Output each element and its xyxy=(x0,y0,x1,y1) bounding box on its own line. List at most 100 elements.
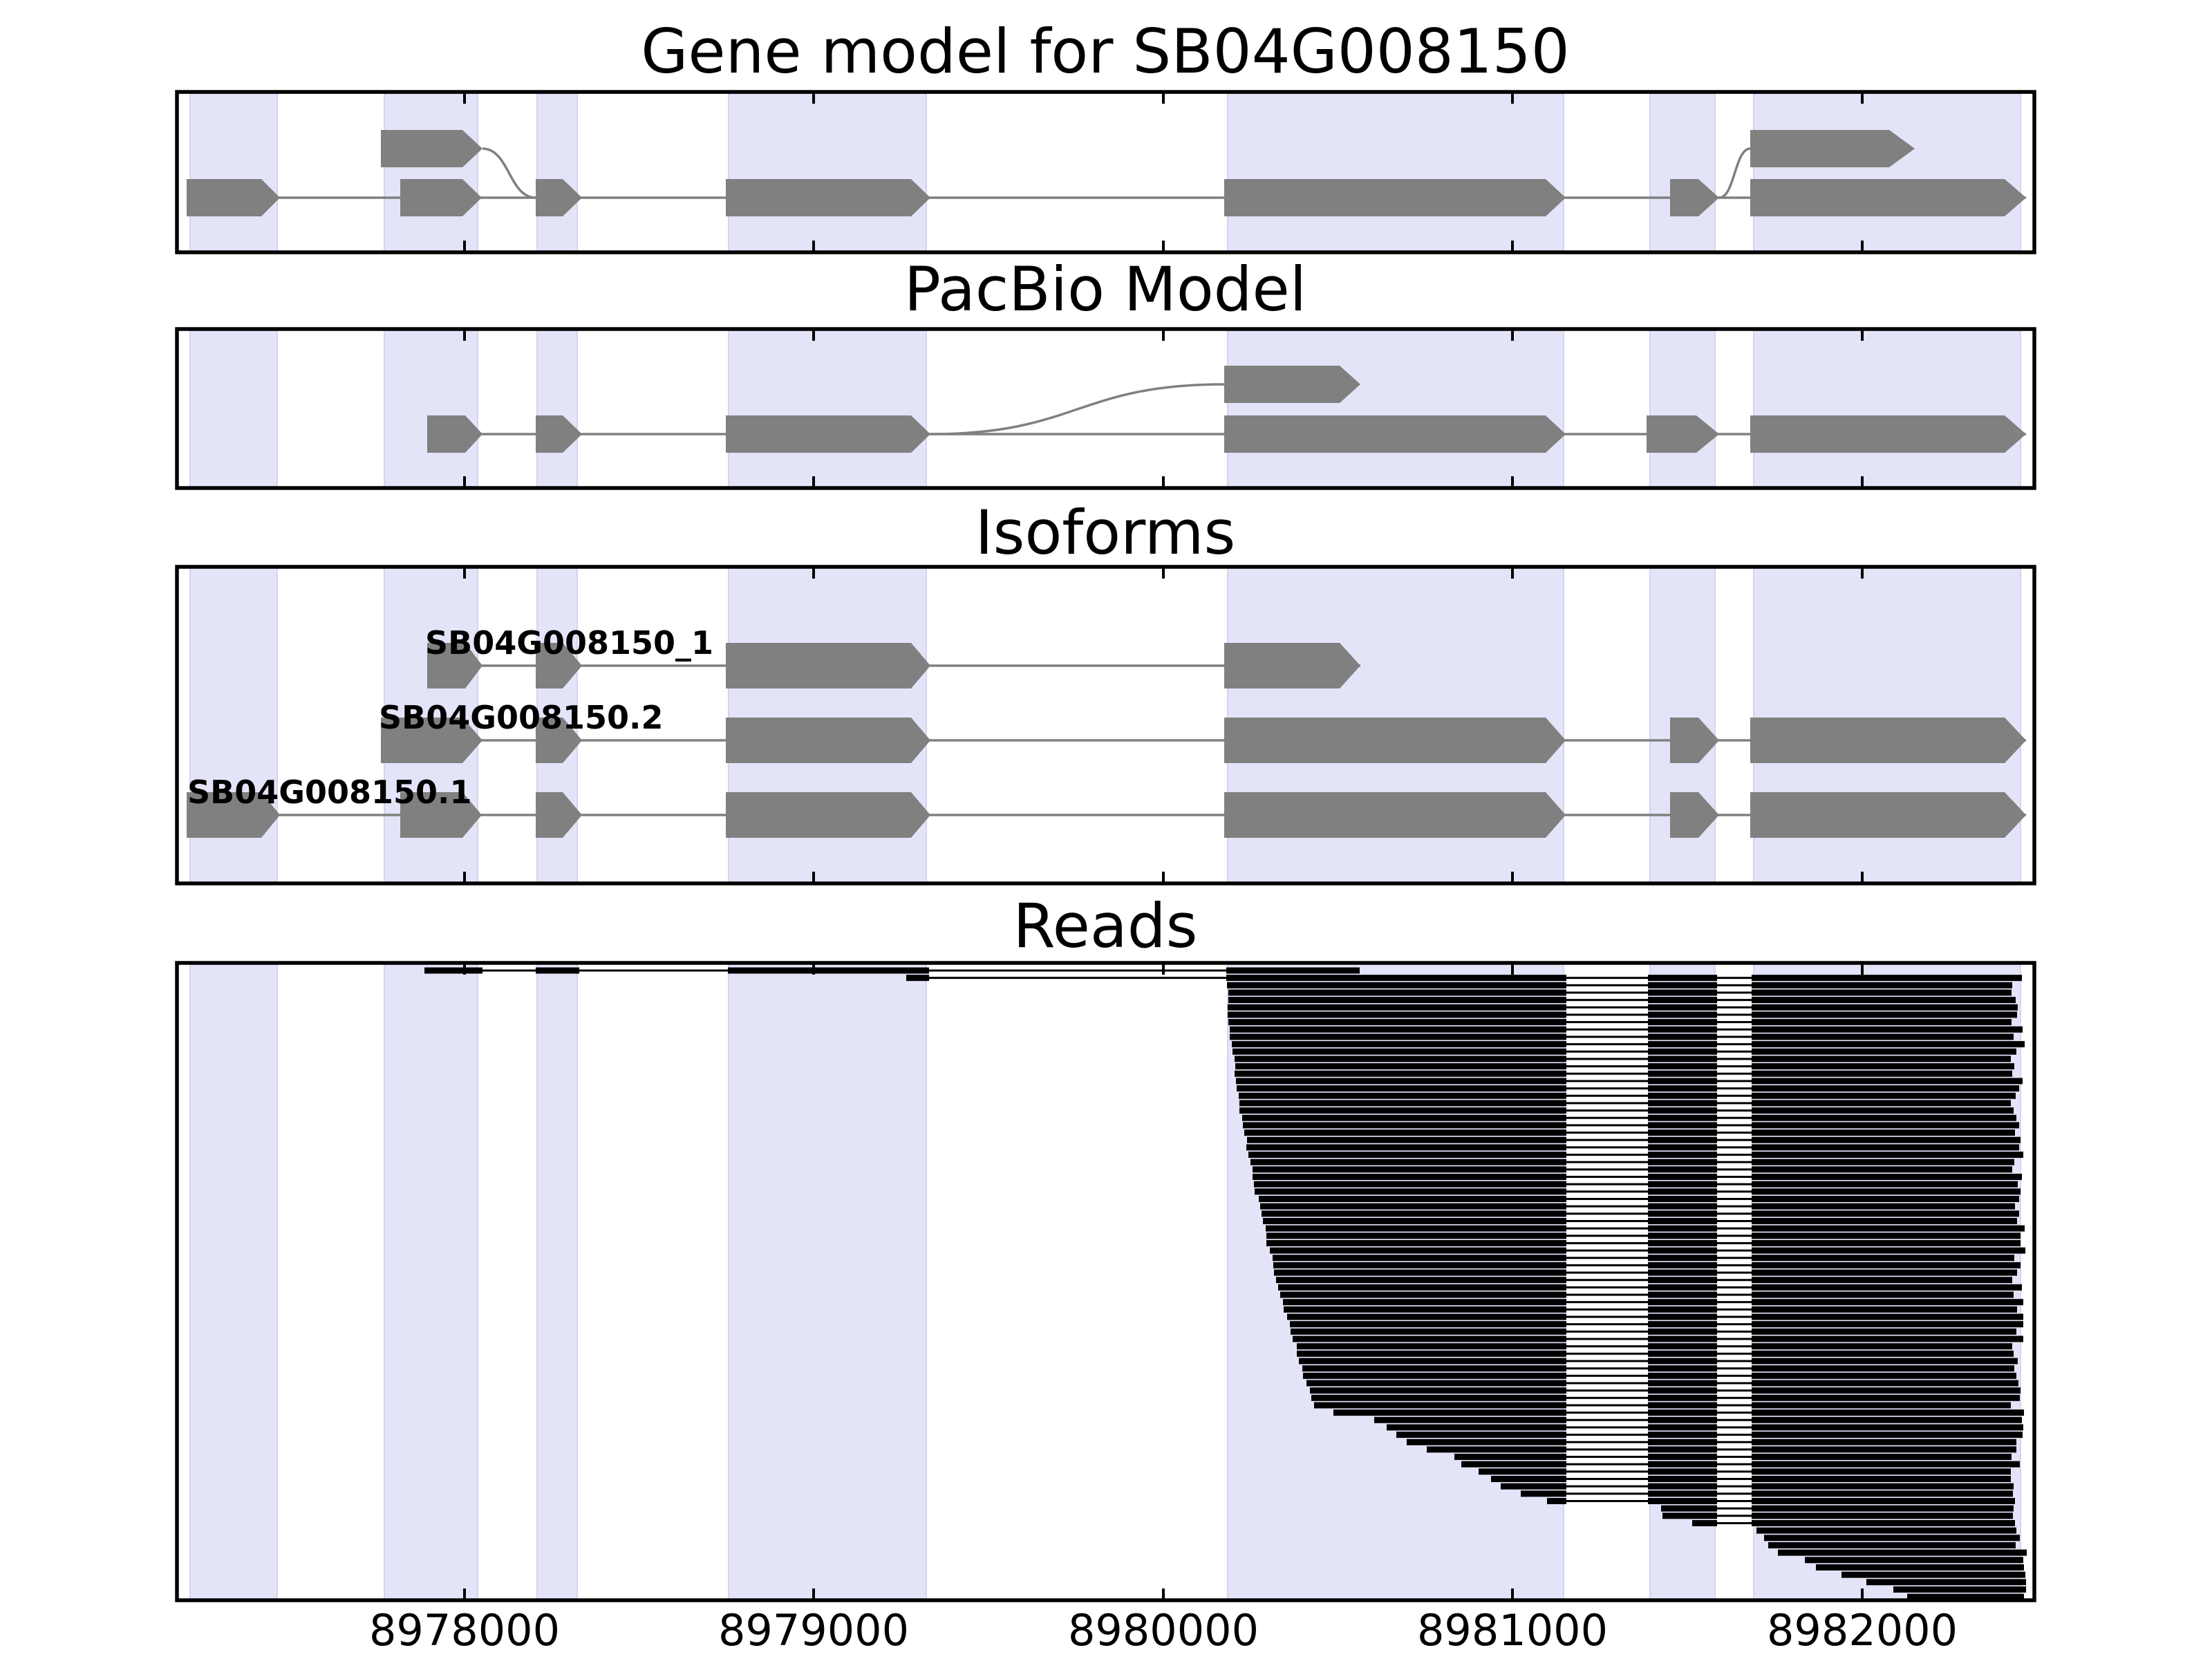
read-39-intron-0 xyxy=(1566,1257,1648,1259)
read-73-segment-1 xyxy=(1752,1505,2014,1512)
read-row-28 xyxy=(1253,1173,2022,1180)
read-43-segment-2 xyxy=(1752,1284,2022,1291)
read-66-intron-1 xyxy=(1717,1456,1752,1459)
read-33-intron-0 xyxy=(1566,1212,1648,1215)
read-67-intron-0 xyxy=(1566,1463,1648,1465)
read-62-segment-0 xyxy=(1387,1424,1566,1431)
read-35-segment-0 xyxy=(1266,1225,1566,1232)
gene-model-track-exon-0 xyxy=(187,179,280,216)
read-13-intron-1 xyxy=(1717,1065,1752,1068)
read-row-1 xyxy=(906,975,2022,982)
xtick-label-3: 8981000 xyxy=(1417,1605,1608,1656)
read-71-intron-0 xyxy=(1566,1492,1648,1495)
isoform-label-3: SB04G008150.1 xyxy=(187,774,471,811)
read-0-segment-3 xyxy=(1226,967,1360,974)
title-pacbio: PacBio Model xyxy=(904,254,1306,325)
read-8-segment-2 xyxy=(1752,1026,2023,1033)
read-14-intron-1 xyxy=(1717,1072,1752,1075)
read-66-segment-0 xyxy=(1454,1454,1566,1461)
read-43-segment-1 xyxy=(1648,1284,1717,1291)
read-61-segment-0 xyxy=(1374,1416,1566,1423)
read-row-7 xyxy=(1228,1019,2012,1026)
highlight-band-4 xyxy=(1227,91,1564,253)
read-48-segment-2 xyxy=(1752,1321,2023,1328)
read-row-2 xyxy=(1227,982,2012,988)
isoform-1-exon-2 xyxy=(726,718,930,763)
read-34-segment-0 xyxy=(1263,1217,1566,1224)
read-60-intron-0 xyxy=(1566,1412,1648,1414)
read-59-intron-0 xyxy=(1566,1404,1648,1407)
read-63-intron-1 xyxy=(1717,1434,1752,1436)
read-6-segment-2 xyxy=(1752,1011,2017,1018)
read-row-14 xyxy=(1235,1070,2012,1077)
xtick-label-1: 8979000 xyxy=(718,1605,909,1656)
read-72-segment-2 xyxy=(1752,1498,2015,1505)
read-row-71 xyxy=(1521,1490,2013,1497)
read-58-segment-2 xyxy=(1752,1394,2020,1401)
read-row-60 xyxy=(1333,1409,2024,1416)
read-16-segment-2 xyxy=(1752,1085,2019,1092)
read-30-segment-0 xyxy=(1255,1188,1566,1195)
read-17-segment-0 xyxy=(1239,1092,1566,1099)
read-69-segment-2 xyxy=(1752,1476,2011,1483)
read-14-segment-2 xyxy=(1752,1070,2012,1077)
read-row-74 xyxy=(1662,1512,2013,1519)
read-5-segment-0 xyxy=(1228,1004,1566,1011)
read-58-segment-1 xyxy=(1648,1394,1717,1401)
read-52-segment-1 xyxy=(1648,1350,1717,1357)
pacbio-track-exon-5 xyxy=(1750,415,2026,453)
read-73-segment-0 xyxy=(1661,1505,1717,1512)
read-7-segment-1 xyxy=(1648,1019,1717,1026)
read-row-40 xyxy=(1273,1262,2021,1268)
read-85-segment-0 xyxy=(1907,1593,2024,1600)
read-row-9 xyxy=(1230,1033,2014,1040)
read-row-52 xyxy=(1297,1350,2014,1357)
read-26-segment-2 xyxy=(1752,1159,2014,1165)
read-57-intron-0 xyxy=(1566,1389,1648,1392)
gene-model-track-alt-exon-0 xyxy=(381,130,482,167)
read-63-segment-0 xyxy=(1396,1432,1566,1438)
pacbio-track-exon-0 xyxy=(427,415,482,453)
read-row-27 xyxy=(1253,1166,2012,1173)
read-row-4 xyxy=(1228,997,2016,1004)
highlight-band-3 xyxy=(728,91,927,253)
read-24-intron-1 xyxy=(1717,1146,1752,1149)
read-38-segment-1 xyxy=(1648,1247,1717,1254)
read-69-segment-1 xyxy=(1648,1476,1717,1483)
gene-model-track-exon-1 xyxy=(400,179,482,216)
highlight-band-5 xyxy=(1649,91,1716,253)
read-47-segment-2 xyxy=(1752,1313,2023,1320)
read-row-23 xyxy=(1247,1136,2021,1143)
read-12-segment-1 xyxy=(1648,1056,1717,1062)
read-30-segment-1 xyxy=(1648,1188,1717,1195)
isoform-1-exon-0 xyxy=(381,718,482,763)
isoform-2-exon-6 xyxy=(1750,792,2026,838)
read-27-segment-1 xyxy=(1648,1166,1717,1173)
read-0-segment-2 xyxy=(728,967,929,974)
read-24-segment-1 xyxy=(1648,1144,1717,1151)
read-17-segment-2 xyxy=(1752,1092,2016,1099)
read-70-intron-0 xyxy=(1566,1485,1648,1488)
read-54-segment-2 xyxy=(1752,1365,2014,1372)
read-row-13 xyxy=(1235,1063,2014,1070)
read-55-intron-0 xyxy=(1566,1374,1648,1377)
read-0-intron-2 xyxy=(929,969,1226,972)
read-11-segment-0 xyxy=(1232,1048,1566,1055)
read-40-segment-0 xyxy=(1273,1262,1566,1268)
pacbio-track-alt-exon-0 xyxy=(1224,366,1360,403)
read-50-segment-1 xyxy=(1648,1335,1717,1342)
read-26-segment-0 xyxy=(1250,1159,1566,1165)
read-17-intron-1 xyxy=(1717,1094,1752,1097)
xtick-label-2: 8980000 xyxy=(1068,1605,1259,1656)
read-21-segment-1 xyxy=(1648,1122,1717,1129)
read-30-intron-0 xyxy=(1566,1190,1648,1193)
isoform-1-exon-1 xyxy=(536,718,582,763)
read-63-intron-0 xyxy=(1566,1434,1648,1436)
read-row-39 xyxy=(1273,1255,2014,1262)
read-row-42 xyxy=(1276,1277,2012,1284)
read-9-intron-0 xyxy=(1566,1035,1648,1038)
read-20-segment-2 xyxy=(1752,1114,2016,1121)
read-71-segment-2 xyxy=(1752,1490,2013,1497)
read-14-segment-1 xyxy=(1648,1070,1717,1077)
read-31-intron-0 xyxy=(1566,1197,1648,1200)
